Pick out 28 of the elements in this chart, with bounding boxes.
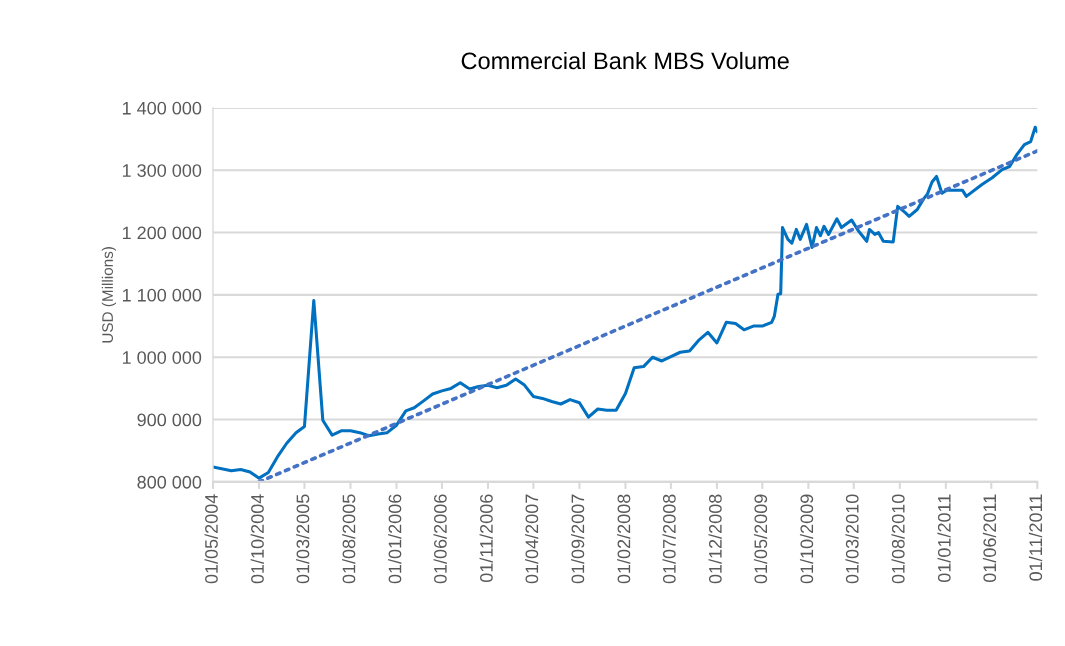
x-tick-label: 01/01/2006: [388, 494, 402, 584]
chart-title: Commercial Bank MBS Volume: [461, 51, 789, 70]
y-tick-label: 1 000 000: [122, 351, 202, 364]
x-tick-label: 01/01/2011: [937, 494, 951, 583]
y-tick-label: 1 300 000: [122, 164, 202, 177]
y-tick-label: 1 400 000: [122, 101, 202, 115]
x-tick-label: 01/08/2010: [891, 494, 905, 584]
x-tick-label: 01/06/2011: [982, 494, 997, 583]
x-tick-label: 01/09/2007: [571, 494, 585, 584]
x-tick-label: 01/06/2006: [433, 494, 447, 584]
y-axis-title: USD (Millions): [101, 247, 117, 343]
x-tick-label: 01/10/2004: [250, 494, 264, 584]
x-tick-label: 01/07/2008: [662, 494, 676, 584]
x-tick-label: 01/10/2009: [799, 494, 814, 584]
y-tick-label: 900 000: [137, 413, 202, 427]
x-tick-label: 01/03/2005: [296, 494, 310, 584]
x-tick-label: 01/03/2010: [845, 494, 859, 584]
x-tick-label: 01/08/2005: [342, 494, 356, 584]
y-tick-label: 1 100 000: [122, 288, 202, 302]
x-tick-label: 01/05/2004: [204, 494, 218, 584]
x-tick-label: 01/04/2007: [524, 494, 539, 584]
y-tick-label: 800 000: [137, 475, 202, 489]
x-tick-label: 01/11/2011: [1028, 494, 1043, 581]
x-tick-label: 01/11/2006: [479, 494, 493, 583]
x-tick-label: 01/05/2009: [753, 494, 768, 584]
x-tick-label: 01/12/2008: [708, 494, 722, 584]
x-tick-label: 01/02/2008: [617, 494, 631, 584]
y-tick-label: 1 200 000: [122, 226, 202, 240]
